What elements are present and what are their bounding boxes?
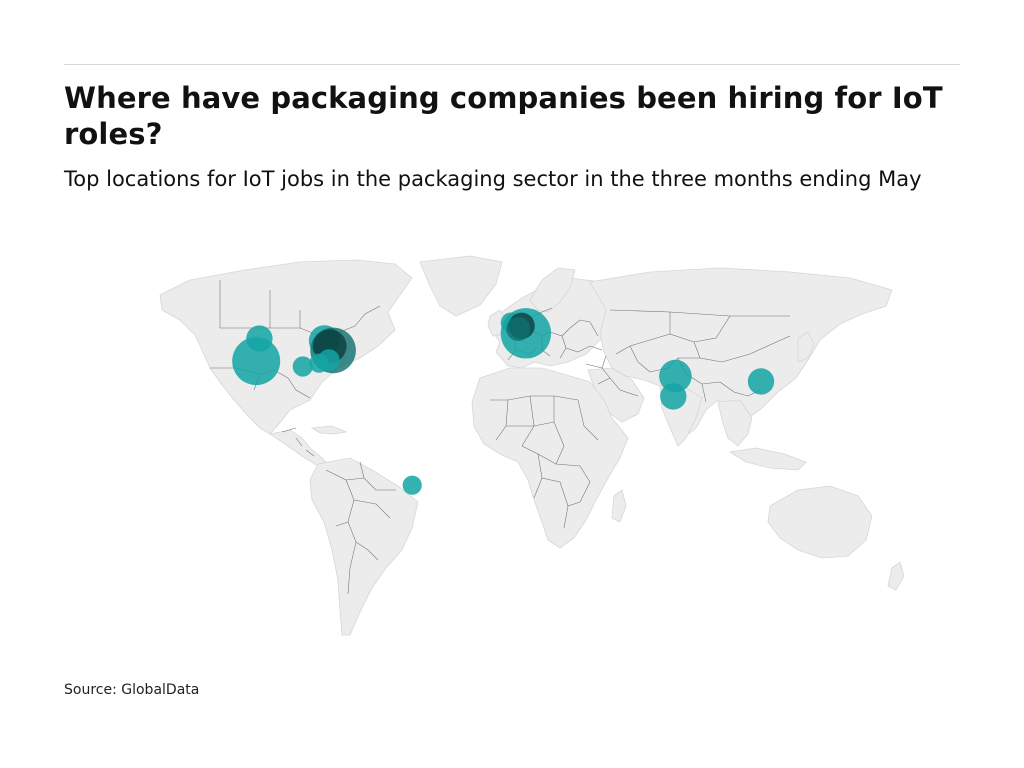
bubble-us-south	[292, 356, 313, 377]
land-japan	[797, 331, 815, 363]
land-indonesia	[728, 447, 807, 471]
land-madagascar	[611, 489, 627, 523]
bubble-us-west-coast	[232, 337, 281, 386]
land-caribbean	[310, 425, 348, 435]
land-north-america	[159, 259, 413, 435]
borders-layer	[210, 280, 791, 595]
world-map	[150, 250, 930, 645]
land-new-zealand	[887, 561, 905, 591]
land-australia	[767, 485, 873, 559]
bubble-southeast-china	[747, 368, 775, 395]
land-southeast-asia	[717, 399, 753, 447]
bubble-india-south	[660, 383, 687, 410]
land-scandinavia	[529, 267, 576, 313]
border-middle-east	[585, 355, 639, 397]
chart-title: Where have packaging companies been hiri…	[64, 81, 943, 151]
border-south-america	[325, 461, 396, 595]
chart-subtitle: Top locations for IoT jobs in the packag…	[64, 167, 922, 191]
land-greenland	[419, 255, 503, 317]
land-south-america	[309, 457, 419, 636]
land-africa	[471, 367, 629, 549]
top-rule	[64, 64, 960, 65]
world-map-svg	[159, 255, 905, 636]
bubble-india-north	[659, 359, 692, 393]
source-note: Source: GlobalData	[64, 682, 200, 698]
land-central-america	[268, 429, 329, 467]
border-central-america	[281, 427, 315, 457]
border-africa	[490, 395, 599, 529]
bubble-layer	[232, 308, 775, 495]
bubble-brazil	[402, 475, 422, 495]
bubble-us-northwest	[246, 325, 273, 352]
bubble-us-southeast-2	[309, 353, 329, 373]
border-asia	[609, 309, 791, 403]
bubble-europe-france	[506, 317, 531, 341]
land-layer	[159, 255, 905, 636]
